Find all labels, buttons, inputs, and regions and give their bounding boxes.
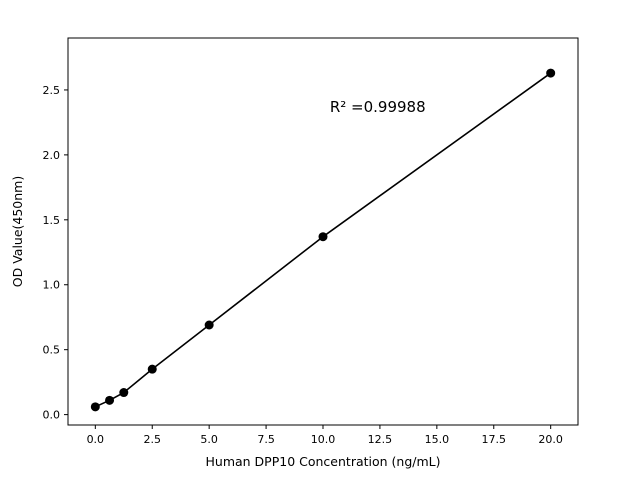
x-tick-label: 2.5	[143, 433, 161, 446]
x-tick-label: 12.5	[368, 433, 393, 446]
x-tick-label: 5.0	[200, 433, 218, 446]
x-tick-label: 7.5	[257, 433, 275, 446]
r-squared-annotation: R² =0.99988	[330, 98, 426, 116]
x-tick-label: 0.0	[87, 433, 105, 446]
y-tick-label: 0.5	[43, 344, 61, 357]
x-tick-label: 15.0	[425, 433, 450, 446]
x-axis-label: Human DPP10 Concentration (ng/mL)	[206, 454, 441, 469]
data-point	[90, 402, 100, 412]
data-point	[204, 320, 214, 330]
y-axis-label: OD Value(450nm)	[10, 176, 25, 287]
y-tick-label: 0.0	[43, 409, 61, 422]
x-tick-label: 20.0	[538, 433, 563, 446]
y-tick-label: 2.5	[43, 84, 61, 97]
y-tick-label: 1.0	[43, 279, 61, 292]
data-point	[147, 364, 157, 374]
x-tick-label: 17.5	[482, 433, 507, 446]
y-tick-label: 2.0	[43, 149, 61, 162]
data-point	[105, 395, 115, 405]
y-tick-label: 1.5	[43, 214, 61, 227]
data-point	[318, 232, 328, 242]
x-tick-label: 10.0	[311, 433, 336, 446]
data-point	[546, 68, 556, 78]
data-point	[119, 388, 129, 398]
